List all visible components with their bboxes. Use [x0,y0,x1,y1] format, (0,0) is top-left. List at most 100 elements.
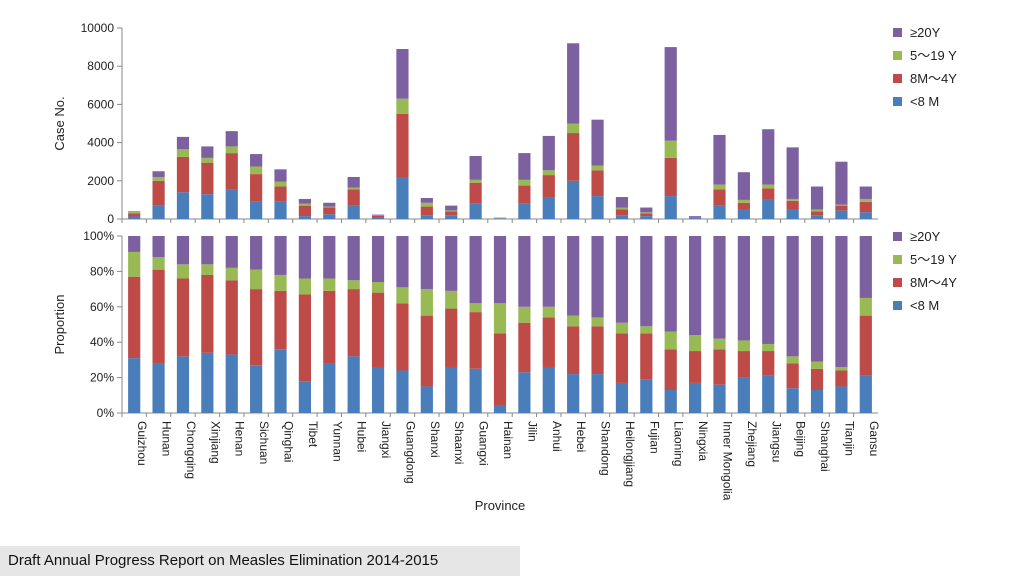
top-legend-swatch-20y [893,28,902,37]
bottom-bar-hunan-8-m [152,363,165,413]
bottom-bar-hainan-8m-4y [493,333,507,406]
category-label-hunan: Hunan [160,421,174,456]
top-bar-hubei-8m-4y [347,189,360,206]
top-bar-jiangxi-8-m [371,217,385,219]
top-bar-jilin-8-m [518,203,531,219]
bottom-bar-zhejiang-8m-4y [737,351,750,378]
top-bar-guangxi-8-m [469,203,482,219]
top-bar-hubei-8-m [347,205,360,219]
bottom-bar-guizhou-20y [128,236,141,252]
top-bar-guangxi-5-19-y [469,179,482,183]
bottom-bar-inner-mongolia-8-m [713,384,726,413]
bottom-bar-hebei-8-m [567,374,580,413]
bottom-bar-chongqing-20y [176,236,190,265]
bottom-bar-shandong-8m-4y [591,326,604,375]
bottom-bar-hubei-8m-4y [347,289,360,357]
top-legend-label-8m-4y: 8M～4Y [910,71,957,86]
bottom-bar-qinghai-8-m [274,349,287,413]
category-label-guizhou: Guizhou [135,421,149,466]
top-bar-jiangsu-8-m [762,199,775,219]
bottom-bar-xinjiang-8m-4y [201,274,214,353]
bottom-bar-guangxi-20y [469,236,482,304]
bottom-bar-shandong-5-19-y [591,317,604,327]
top-bar-guizhou-8-m [128,216,141,219]
bottom-bar-jiangxi-20y [371,236,385,283]
category-label-zhejiang: Zhejiang [745,421,759,467]
category-label-jilin: Jilin [525,421,539,442]
top-bar-tibet-5-19-y [298,203,311,206]
top-bar-guangxi-8m-4y [469,182,482,204]
top-bar-zhejiang-5-19-y [737,199,750,203]
category-label-tianjin: Tianjin [842,421,856,456]
category-label-hebei: Hebei [574,421,588,452]
top-bar-shanghai-8-m [810,215,824,219]
bottom-bar-henan-8-m [225,354,238,413]
top-bar-guangdong-20y [396,49,409,99]
top-bar-jiangxi-20y [371,214,385,216]
top-bar-hebei-8m-4y [567,133,580,181]
top-bar-sichuan-20y [250,154,263,167]
top-bar-yunnan-5-19-y [323,206,336,208]
bottom-bar-shanxi-20y [420,236,433,290]
top-bar-anhui-8-m [542,197,555,219]
top-bar-hebei-5-19-y [567,123,580,134]
top-y-axis-label: Case No. [52,96,67,150]
category-label-jiangsu: Jiangsu [769,421,783,462]
bottom-bar-inner-mongolia-20y [713,236,726,339]
x-axis-label: Province [475,498,526,513]
top-legend-label-5-19-y: 5～19 Y [910,48,957,63]
bottom-bar-jiangxi-8m-4y [371,292,385,367]
bottom-bar-tibet-20y [298,236,311,279]
bottom-bar-guangdong-20y [396,236,409,288]
top-bar-gansu-20y [859,186,872,199]
category-label-inner-mongolia: Inner Mongolia [720,421,734,501]
bottom-bar-inner-mongolia-5-19-y [713,338,726,350]
top-bar-liaoning-20y [664,47,677,141]
bottom-bar-guangxi-8-m [469,368,482,413]
bottom-bar-hainan-8-m [493,405,507,413]
bottom-bar-fujian-5-19-y [640,326,653,334]
category-label-shaanxi: Shaanxi [452,421,466,464]
top-bar-heilongjiang-20y [615,197,629,208]
top-bar-shanghai-5-19-y [810,209,824,212]
bottom-y-tick-label: 80% [90,264,114,278]
category-label-shanxi: Shanxi [428,421,442,458]
bottom-bar-tianjin-20y [835,236,848,367]
bottom-bar-shanxi-5-19-y [420,289,433,316]
top-bar-zhejiang-20y [737,172,750,200]
top-bar-shanghai-20y [810,186,824,210]
top-bar-beijing-20y [786,147,799,199]
top-bar-ningxia-8m-4y [689,217,702,219]
bottom-bar-yunnan-5-19-y [323,278,336,291]
top-bar-chongqing-5-19-y [176,149,190,157]
footer-caption: Draft Annual Progress Report on Measles … [0,546,520,576]
bottom-y-tick-label: 40% [90,335,114,349]
bottom-bar-jilin-8-m [518,372,531,413]
category-label-tibet: Tibet [306,421,320,448]
bottom-bar-jilin-20y [518,236,531,307]
top-bar-guangdong-8m-4y [396,113,409,178]
bottom-legend-swatch-8-m [893,301,902,310]
category-label-hubei: Hubei [355,421,369,452]
bottom-bar-shaanxi-8m-4y [445,308,458,367]
top-bar-shandong-8-m [591,196,604,219]
bottom-bar-gansu-8-m [859,375,872,413]
top-bar-jiangsu-5-19-y [762,184,775,189]
top-bar-tibet-20y [298,198,311,204]
category-label-qinghai: Qinghai [282,421,296,462]
bottom-bar-sichuan-8m-4y [250,289,263,366]
top-bar-tianjin-5-19-y [835,204,848,206]
top-bar-shaanxi-5-19-y [445,210,458,212]
top-y-tick-label: 6000 [87,97,114,111]
top-bar-shandong-5-19-y [591,165,604,171]
top-bar-yunnan-20y [323,202,336,207]
bottom-bar-guizhou-8m-4y [128,276,141,359]
bottom-bar-fujian-20y [640,236,653,327]
top-bar-fujian-8-m [640,216,653,219]
bottom-bar-liaoning-20y [664,236,677,332]
top-bar-qinghai-8-m [274,201,287,219]
top-y-tick-label: 0 [107,212,114,226]
top-bar-yunnan-8m-4y [323,207,336,215]
bottom-bar-anhui-8m-4y [542,317,555,367]
top-bar-shanxi-8m-4y [420,206,433,216]
